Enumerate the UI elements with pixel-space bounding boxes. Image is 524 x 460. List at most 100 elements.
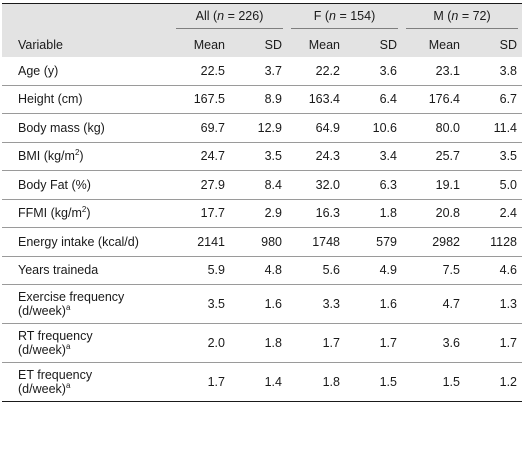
sd-column-header: SD bbox=[345, 33, 402, 57]
variable-label-cell: Exercise frequency (d/week)a bbox=[2, 284, 172, 324]
sd-value-cell: 1.6 bbox=[345, 284, 402, 324]
descriptive-stats-table: All (n = 226) F (n = 154) M (n = 72) Var… bbox=[2, 3, 523, 402]
mean-value-cell: 1.8 bbox=[287, 362, 345, 402]
mean-value-cell: 163.4 bbox=[287, 85, 345, 114]
mean-value-cell: 7.5 bbox=[402, 256, 465, 285]
table-row: Years traineda 5.9 4.8 5.6 4.9 7.5 4.6 bbox=[2, 256, 523, 285]
sd-value-cell: 6.3 bbox=[345, 170, 402, 200]
mean-value-cell: 176.4 bbox=[402, 85, 465, 114]
mean-value-cell: 24.7 bbox=[172, 142, 230, 171]
mean-value-cell: 5.9 bbox=[172, 256, 230, 285]
variable-label-tail: ) bbox=[86, 206, 91, 221]
variable-label-cell: FFMI (kg/m2) bbox=[2, 199, 172, 228]
variable-label-line2: (d/week) bbox=[18, 304, 66, 318]
table-row: BMI (kg/m2) 24.7 3.5 24.3 3.4 25.7 3.5 bbox=[2, 142, 523, 171]
footnote-marker: a bbox=[65, 302, 71, 312]
column-header-row: Variable Mean SD Mean SD Mean SD bbox=[2, 33, 523, 57]
mean-value-cell: 4.7 bbox=[402, 284, 465, 324]
table-row: Energy intake (kcal/d) 2141 980 1748 579 2982… bbox=[2, 227, 523, 257]
sd-value-cell: 579 bbox=[345, 227, 402, 257]
mean-value-cell: 64.9 bbox=[287, 113, 345, 143]
table-row: ET frequency (d/week)a 1.7 1.4 1.8 1.5 1.5 1.2 bbox=[2, 362, 523, 402]
variable-label-line1: ET frequency bbox=[18, 368, 93, 382]
group-header-female: F (n = 154) bbox=[287, 3, 402, 33]
mean-value-cell: 22.2 bbox=[287, 57, 345, 86]
sd-value-cell: 1.4 bbox=[230, 362, 287, 402]
mean-value-cell: 17.7 bbox=[172, 199, 230, 228]
sd-value-cell: 2.4 bbox=[465, 199, 523, 228]
sd-value-cell: 1.3 bbox=[465, 284, 523, 324]
sd-value-cell: 980 bbox=[230, 227, 287, 257]
sd-value-cell: 8.4 bbox=[230, 170, 287, 200]
table-row: Body mass (kg) 69.7 12.9 64.9 10.6 80.0 11.4 bbox=[2, 113, 523, 143]
table-body: Age (y) 22.5 3.7 22.2 3.6 23.1 3.8 Height (cm) 1… bbox=[2, 57, 523, 402]
mean-value-cell: 2982 bbox=[402, 227, 465, 257]
variable-column-header: Variable bbox=[2, 33, 172, 57]
sd-value-cell: 3.5 bbox=[465, 142, 523, 171]
sd-value-cell: 4.8 bbox=[230, 256, 287, 285]
sd-value-cell: 4.9 bbox=[345, 256, 402, 285]
mean-value-cell: 3.6 bbox=[402, 323, 465, 363]
variable-label-line2: (d/week) bbox=[18, 343, 66, 357]
variable-label: Energy intake (kcal/d) bbox=[18, 234, 139, 249]
mean-value-cell: 3.3 bbox=[287, 284, 345, 324]
variable-label-cell: RT frequency (d/week)a bbox=[2, 323, 172, 363]
group-n-label: n bbox=[451, 8, 459, 23]
variable-label-line2: (d/week) bbox=[18, 382, 66, 396]
group-prefix: F ( bbox=[313, 8, 330, 23]
sd-value-cell: 1.7 bbox=[345, 323, 402, 363]
variable-label-cell: Age (y) bbox=[2, 57, 172, 86]
variable-label-cell: Height (cm) bbox=[2, 85, 172, 114]
sd-value-cell: 6.7 bbox=[465, 85, 523, 114]
variable-label: Body mass (kg) bbox=[18, 120, 105, 135]
mean-value-cell: 80.0 bbox=[402, 113, 465, 143]
mean-value-cell: 25.7 bbox=[402, 142, 465, 171]
group-suffix: = 226) bbox=[224, 8, 264, 23]
sd-value-cell: 4.6 bbox=[465, 256, 523, 285]
variable-label-cell: Years traineda bbox=[2, 256, 172, 285]
variable-label: BMI (kg/m bbox=[18, 149, 75, 164]
variable-label-cell: Energy intake (kcal/d) bbox=[2, 227, 172, 257]
mean-value-cell: 1748 bbox=[287, 227, 345, 257]
table-row: Age (y) 22.5 3.7 22.2 3.6 23.1 3.8 bbox=[2, 57, 523, 86]
sd-value-cell: 6.4 bbox=[345, 85, 402, 114]
sd-value-cell: 10.6 bbox=[345, 113, 402, 143]
variable-label-cell: ET frequency (d/week)a bbox=[2, 362, 172, 402]
mean-column-header: Mean bbox=[402, 33, 465, 57]
sd-value-cell: 12.9 bbox=[230, 113, 287, 143]
variable-label-cell: Body mass (kg) bbox=[2, 113, 172, 143]
table-row: Exercise frequency (d/week)a 3.5 1.6 3.3 1.6 4… bbox=[2, 284, 523, 324]
group-header-row: All (n = 226) F (n = 154) M (n = 72) bbox=[2, 3, 523, 33]
group-header-male: M (n = 72) bbox=[402, 3, 523, 33]
sd-value-cell: 3.5 bbox=[230, 142, 287, 171]
variable-label-tail: ) bbox=[79, 149, 84, 164]
sd-value-cell: 1128 bbox=[465, 227, 523, 257]
sd-value-cell: 1.7 bbox=[465, 323, 523, 363]
group-n-label: n bbox=[329, 8, 336, 23]
group-n-label: n bbox=[217, 8, 225, 23]
variable-label: Body Fat (%) bbox=[18, 177, 91, 192]
mean-value-cell: 32.0 bbox=[287, 170, 345, 200]
mean-value-cell: 22.5 bbox=[172, 57, 230, 86]
variable-label-line1: RT frequency bbox=[18, 329, 93, 343]
variable-label-line1: Exercise frequency bbox=[18, 290, 125, 304]
mean-value-cell: 23.1 bbox=[402, 57, 465, 86]
mean-value-cell: 27.9 bbox=[172, 170, 230, 200]
sd-value-cell: 1.6 bbox=[230, 284, 287, 324]
sd-value-cell: 1.5 bbox=[345, 362, 402, 402]
variable-label-cell: BMI (kg/m2) bbox=[2, 142, 172, 171]
mean-value-cell: 1.7 bbox=[172, 362, 230, 402]
group-suffix: = 154) bbox=[335, 8, 376, 23]
mean-value-cell: 24.3 bbox=[287, 142, 345, 171]
sd-value-cell: 3.6 bbox=[345, 57, 402, 86]
sd-value-cell: 8.9 bbox=[230, 85, 287, 114]
group-prefix: M ( bbox=[433, 8, 452, 23]
table-row: Body Fat (%) 27.9 8.4 32.0 6.3 19.1 5.0 bbox=[2, 170, 523, 200]
variable-label-cell: Body Fat (%) bbox=[2, 170, 172, 200]
group-header-all: All (n = 226) bbox=[172, 3, 287, 33]
table-row: FFMI (kg/m2) 17.7 2.9 16.3 1.8 20.8 2.4 bbox=[2, 199, 523, 228]
sd-value-cell: 11.4 bbox=[465, 113, 523, 143]
sd-column-header: SD bbox=[230, 33, 287, 57]
table-row: Height (cm) 167.5 8.9 163.4 6.4 176.4 6.7 bbox=[2, 85, 523, 114]
sd-value-cell: 1.8 bbox=[230, 323, 287, 363]
